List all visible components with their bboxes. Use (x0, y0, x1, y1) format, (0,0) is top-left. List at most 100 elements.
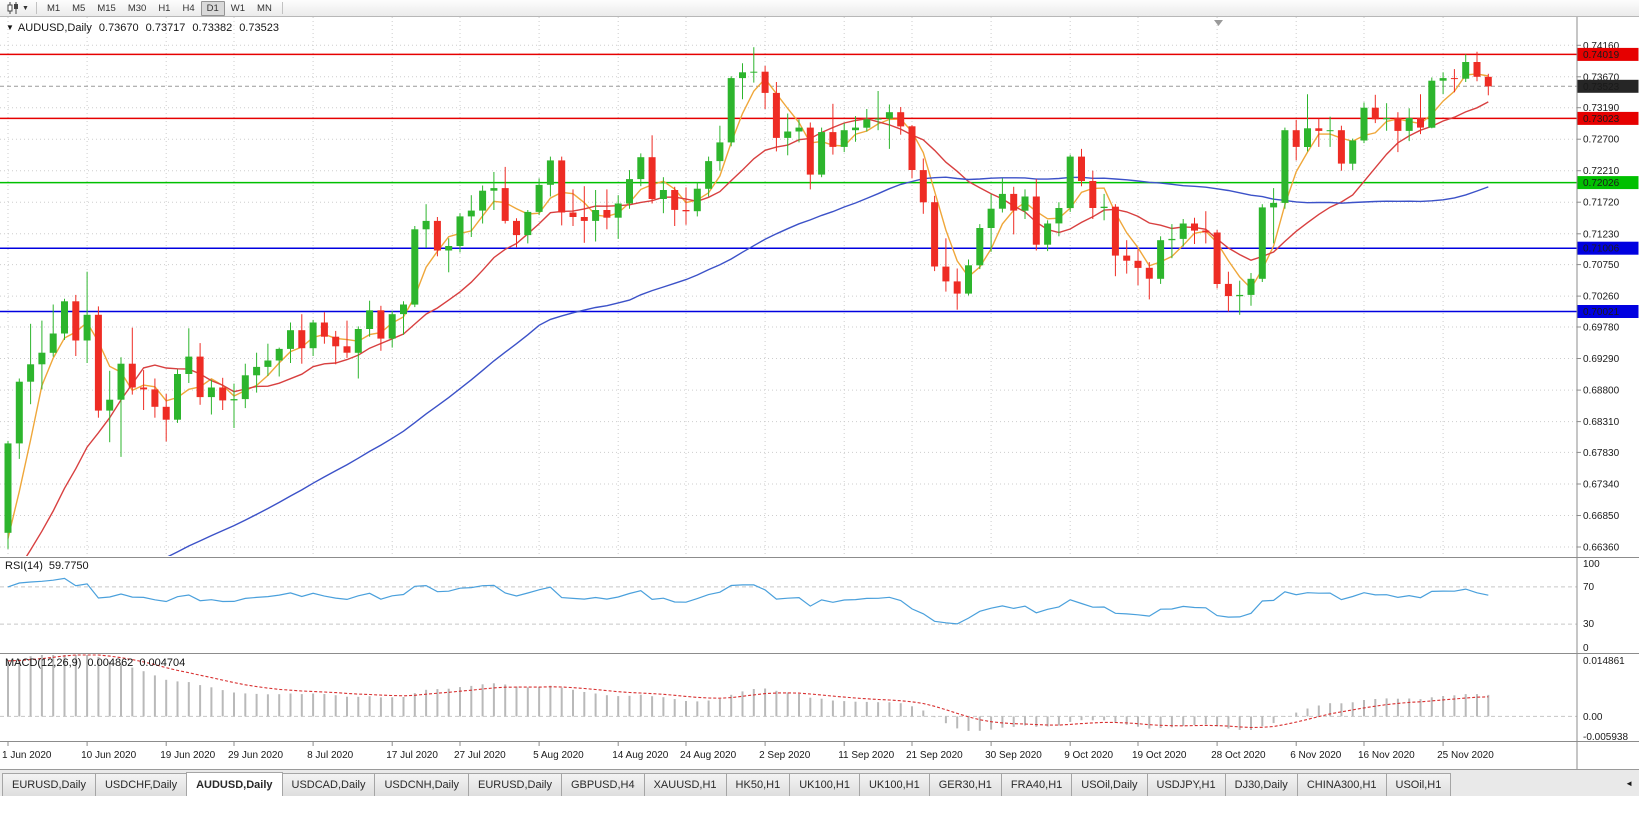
rsi-layer (0, 577, 1577, 625)
svg-text:0.67830: 0.67830 (1583, 448, 1620, 459)
macd-layer (0, 654, 1577, 731)
timeframe-button-m15[interactable]: M15 (97, 2, 116, 14)
candles-layer (4, 47, 1492, 549)
toolbar-separator (35, 2, 37, 14)
svg-text:0.73190: 0.73190 (1583, 103, 1620, 114)
chart-tab-usoil-daily[interactable]: USOil,Daily (1071, 773, 1148, 796)
svg-text:0.72210: 0.72210 (1583, 166, 1620, 177)
svg-text:0.69290: 0.69290 (1583, 354, 1620, 365)
svg-text:0.74160: 0.74160 (1583, 41, 1620, 52)
svg-text:100: 100 (1583, 559, 1600, 570)
svg-text:0.70260: 0.70260 (1583, 292, 1620, 303)
svg-text:19 Jun 2020: 19 Jun 2020 (160, 750, 215, 761)
svg-text:0.71720: 0.71720 (1583, 198, 1620, 209)
svg-text:0.66360: 0.66360 (1583, 543, 1620, 554)
price-axis-tags: 0.74019 0.73523 0.73023 0.72026 0.71006 0.700… (1577, 47, 1639, 318)
moving-average-lines (7, 73, 1489, 556)
chart-tab-usdjpy-h1[interactable]: USDJPY,H1 (1146, 773, 1226, 796)
timeframe-button-m1[interactable]: M1 (46, 2, 61, 14)
svg-text:0: 0 (1583, 643, 1589, 654)
svg-text:24 Aug 2020: 24 Aug 2020 (680, 750, 737, 761)
svg-text:14 Aug 2020: 14 Aug 2020 (612, 750, 669, 761)
svg-text:2 Sep 2020: 2 Sep 2020 (759, 750, 811, 761)
chart-tab-eurusd-daily[interactable]: EURUSD,Daily (468, 773, 562, 796)
svg-text:0.73023: 0.73023 (1583, 114, 1620, 125)
timeframe-buttons: M1 M5 M15 M30 H1 H4 D1 W1 MN (41, 0, 278, 16)
toolbar: ▼ M1 M5 M15 M30 H1 H4 D1 W1 MN (0, 0, 1639, 17)
svg-text:30 Sep 2020: 30 Sep 2020 (985, 750, 1042, 761)
price-axis[interactable]: 0.74160 0.73670 0.73190 0.72700 0.72210 0.717… (1576, 17, 1628, 769)
chart-tab-usdchf-daily[interactable]: USDCHF,Daily (94, 773, 188, 796)
svg-text:0.72700: 0.72700 (1583, 135, 1620, 146)
chart-tab-usdcnh-daily[interactable]: USDCNH,Daily (374, 773, 470, 796)
chart-tab-gbpusd-h4[interactable]: GBPUSD,H4 (561, 773, 645, 796)
timeframe-button-d1[interactable]: D1 (200, 0, 225, 16)
chart-tab-usdcad-daily[interactable]: USDCAD,Daily (281, 773, 376, 796)
tabbar-scroll-left-icon[interactable]: ◄ (1622, 779, 1636, 788)
toolbar-separator (281, 2, 283, 14)
svg-text:30: 30 (1583, 619, 1595, 630)
chart-tab-fra40-h1[interactable]: FRA40,H1 (1000, 773, 1073, 796)
svg-text:25 Nov 2020: 25 Nov 2020 (1437, 750, 1494, 761)
svg-text:0.70750: 0.70750 (1583, 260, 1620, 271)
svg-text:0.69780: 0.69780 (1583, 323, 1620, 334)
macd-signal-line (7, 654, 1489, 729)
svg-text:19 Oct 2020: 19 Oct 2020 (1132, 750, 1187, 761)
svg-text:0.73523: 0.73523 (1583, 82, 1620, 93)
grid-layer (0, 17, 1577, 556)
svg-text:-0.005938: -0.005938 (1583, 732, 1628, 743)
time-axis[interactable]: 1 Jun 2020 10 Jun 2020 19 Jun 2020 29 Jun 2… (2, 742, 1494, 761)
svg-text:9 Oct 2020: 9 Oct 2020 (1064, 750, 1113, 761)
svg-text:0.66850: 0.66850 (1583, 511, 1620, 522)
svg-text:70: 70 (1583, 582, 1595, 593)
timeframe-button-mn[interactable]: MN (257, 2, 272, 14)
svg-text:0.73670: 0.73670 (1583, 72, 1620, 83)
svg-text:0.67340: 0.67340 (1583, 480, 1620, 491)
timeframe-button-m5[interactable]: M5 (72, 2, 86, 14)
chart-type-dropdown-icon[interactable]: ▼ (22, 4, 29, 12)
svg-text:0.71006: 0.71006 (1583, 244, 1620, 255)
support-resistance-lines[interactable] (0, 53, 1577, 313)
rsi-line (7, 577, 1489, 625)
svg-text:10 Jun 2020: 10 Jun 2020 (81, 750, 136, 761)
svg-text:5 Aug 2020: 5 Aug 2020 (533, 750, 584, 761)
chart-tab-usoil-h1[interactable]: USOil,H1 (1385, 773, 1452, 796)
timeframe-button-w1[interactable]: W1 (230, 2, 246, 14)
chart-tab-ger30-h1[interactable]: GER30,H1 (928, 773, 1002, 796)
svg-text:0.74019: 0.74019 (1583, 50, 1620, 61)
svg-text:6 Nov 2020: 6 Nov 2020 (1290, 750, 1342, 761)
pane-separators[interactable] (0, 557, 1639, 742)
chart-tabbar: EURUSD,Daily USDCHF,Daily AUDUSD,Daily USDC… (0, 769, 1639, 796)
chart-shift-marker[interactable] (1214, 20, 1223, 26)
svg-text:17 Jul 2020: 17 Jul 2020 (386, 750, 438, 761)
chart-tab-eurusd-daily[interactable]: EURUSD,Daily (2, 773, 96, 796)
svg-text:1 Jun 2020: 1 Jun 2020 (2, 750, 52, 761)
chart-tab-uk100-h1[interactable]: UK100,H1 (858, 773, 930, 796)
svg-text:0.68310: 0.68310 (1583, 417, 1620, 428)
timeframe-button-m30[interactable]: M30 (127, 2, 147, 14)
svg-text:0.71230: 0.71230 (1583, 229, 1620, 240)
timeframe-button-h1[interactable]: H1 (158, 2, 171, 14)
svg-text:16 Nov 2020: 16 Nov 2020 (1358, 750, 1415, 761)
chart-menu-icon[interactable]: ▼ (6, 23, 14, 32)
chart-tab-audusd-daily[interactable]: AUDUSD,Daily (186, 772, 283, 796)
svg-text:11 Sep 2020: 11 Sep 2020 (838, 750, 894, 761)
svg-text:27 Jul 2020: 27 Jul 2020 (454, 750, 506, 761)
svg-text:0.70021: 0.70021 (1583, 307, 1620, 318)
svg-text:0.68800: 0.68800 (1583, 386, 1620, 397)
svg-text:0.014861: 0.014861 (1583, 656, 1625, 667)
chart-type-candlestick-icon[interactable] (4, 1, 22, 16)
timeframe-button-h4[interactable]: H4 (182, 2, 195, 14)
chart-tab-uk100-h1[interactable]: UK100,H1 (789, 773, 860, 796)
chart-tab-dj30-daily[interactable]: DJ30,Daily (1224, 773, 1298, 796)
chart-tab-xauusd-h1[interactable]: XAUUSD,H1 (643, 773, 727, 796)
svg-text:0.00: 0.00 (1583, 712, 1603, 723)
svg-text:28 Oct 2020: 28 Oct 2020 (1211, 750, 1266, 761)
chart-tab-china300-h1[interactable]: CHINA300,H1 (1296, 773, 1387, 796)
chart-tab-hk50-h1[interactable]: HK50,H1 (725, 773, 791, 796)
svg-text:8 Jul 2020: 8 Jul 2020 (307, 750, 354, 761)
svg-text:21 Sep 2020: 21 Sep 2020 (906, 750, 963, 761)
